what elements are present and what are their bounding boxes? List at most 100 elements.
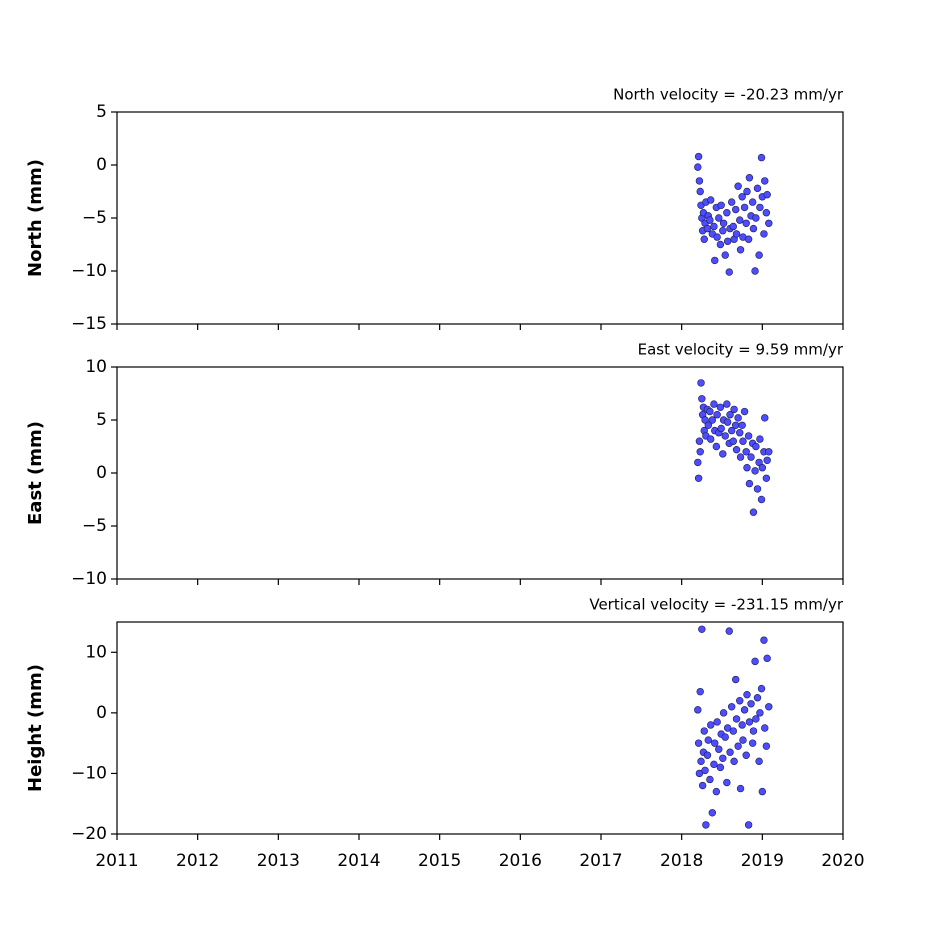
panel-annotation: North velocity = -20.23 mm/yr <box>613 86 844 104</box>
data-point <box>707 435 715 443</box>
data-point <box>712 787 721 796</box>
data-point <box>743 690 751 699</box>
data-point <box>727 426 736 435</box>
data-point <box>695 437 704 445</box>
data-point <box>734 182 742 190</box>
data-point <box>740 407 749 416</box>
y-tick-label: 0 <box>96 703 107 723</box>
data-point <box>739 437 747 445</box>
data-point <box>727 703 736 711</box>
x-tick-label: 2017 <box>579 851 622 871</box>
data-point <box>757 684 766 693</box>
data-point <box>719 754 727 762</box>
data-point <box>716 403 725 411</box>
data-point <box>723 724 732 732</box>
data-point <box>765 219 773 228</box>
data-point <box>694 458 702 467</box>
y-tick-label: −15 <box>71 314 107 334</box>
data-point <box>763 654 771 663</box>
data-point <box>698 781 707 790</box>
data-point <box>732 445 741 454</box>
data-point <box>748 739 757 747</box>
data-point <box>755 458 763 467</box>
x-tick-label: 2014 <box>337 851 380 871</box>
data-point <box>696 687 704 696</box>
y-tick-label: −10 <box>71 569 107 589</box>
data-point <box>717 201 725 209</box>
data-point <box>721 251 729 259</box>
data-point <box>747 700 755 708</box>
data-point <box>727 198 736 206</box>
y-tick-label: −5 <box>82 516 107 536</box>
data-point <box>723 209 731 217</box>
data-point <box>708 416 717 424</box>
y-tick-label: 0 <box>96 463 107 483</box>
data-point <box>739 736 747 744</box>
data-point <box>695 769 704 778</box>
data-point <box>760 230 768 238</box>
data-point <box>751 657 759 666</box>
data-point <box>753 184 762 193</box>
data-point <box>721 733 729 741</box>
data-point <box>700 727 708 735</box>
data-point <box>761 724 769 732</box>
data-point <box>732 421 740 429</box>
data-point <box>715 745 723 753</box>
data-point <box>742 219 750 228</box>
data-point <box>736 784 745 793</box>
data-point <box>713 233 721 241</box>
x-tick-label: 2018 <box>660 851 703 871</box>
data-point <box>712 442 721 451</box>
data-point <box>717 424 725 433</box>
data-point <box>753 485 762 493</box>
data-point <box>736 246 745 254</box>
data-point <box>758 787 767 796</box>
data-point <box>743 464 751 472</box>
data-point <box>695 177 704 185</box>
data-point <box>730 757 738 766</box>
data-point <box>710 760 718 769</box>
data-point <box>702 821 710 829</box>
data-point <box>721 432 729 440</box>
data-point <box>755 251 763 259</box>
data-point <box>710 400 718 408</box>
data-point <box>762 209 771 217</box>
data-point <box>723 778 731 787</box>
data-point <box>758 464 767 472</box>
data-point <box>748 198 757 206</box>
x-tick-label: 2019 <box>741 851 784 871</box>
data-point <box>719 709 728 717</box>
y-tick-label: 10 <box>85 642 107 662</box>
data-point <box>708 809 717 817</box>
data-point <box>694 739 703 747</box>
data-point <box>761 177 769 185</box>
data-point <box>763 456 771 464</box>
data-point <box>698 625 706 633</box>
data-point <box>740 203 749 212</box>
y-tick-label: 5 <box>96 410 107 430</box>
x-tick-label: 2012 <box>176 851 219 871</box>
data-point <box>707 196 715 204</box>
data-point <box>697 757 705 766</box>
data-point <box>757 153 766 162</box>
data-point <box>756 709 764 717</box>
data-point <box>765 448 773 456</box>
data-point <box>738 721 746 729</box>
data-point <box>738 421 746 429</box>
data-point <box>752 715 760 723</box>
data-point <box>756 435 764 443</box>
data-point <box>742 448 750 456</box>
data-point <box>723 400 731 408</box>
data-point <box>761 414 769 422</box>
data-point <box>743 187 751 196</box>
data-point <box>696 187 704 196</box>
data-point <box>732 205 740 214</box>
y-tick-label: −10 <box>71 261 107 281</box>
y-tick-label: −10 <box>71 763 107 783</box>
data-point <box>711 739 719 747</box>
plot-frame <box>116 111 844 325</box>
data-point <box>732 230 741 238</box>
data-point <box>744 432 753 440</box>
data-point <box>713 718 721 726</box>
